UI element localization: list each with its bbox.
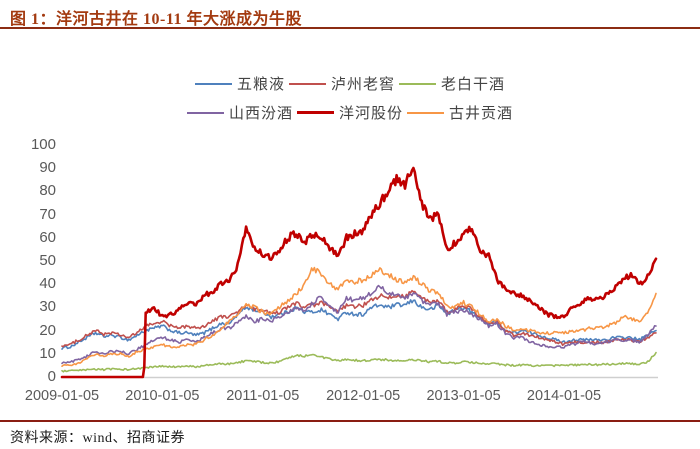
series-line-shanxi-fenjiu: [61, 284, 657, 365]
x-tick-label: 2010-01-05: [125, 388, 200, 404]
x-tick-label: 2014-01-05: [526, 388, 602, 404]
title-underline-rule: [0, 27, 700, 29]
y-tick-label: 60: [39, 228, 56, 246]
y-tick-label: 80: [39, 182, 56, 200]
legend-item-laobaigan-jiu: 老白干酒: [399, 73, 505, 94]
legend-line-swatch-gujing-gongjiu: [407, 111, 444, 114]
legend-line-swatch-luzhou-laojiao: [288, 82, 326, 85]
legend-item-label: 古井贡酒: [449, 105, 514, 122]
series-line-gujing-gongjiu: [61, 266, 657, 368]
series-line-wuliangye: [61, 299, 657, 350]
legend-item-label: 洋河股份: [338, 105, 403, 122]
x-tick-label: 2012-01-05: [326, 388, 401, 404]
legend-item-label: 泸州老窖: [330, 76, 395, 93]
y-tick-label: 50: [39, 252, 56, 269]
legend-item-yanghe-gufen: 洋河股份: [296, 102, 403, 123]
series-line-luzhou-laojiao: [61, 289, 657, 348]
legend-item-label: 五粮液: [236, 76, 285, 93]
chart-legend: 五粮液 泸州老窖 老白干酒 山西汾酒 洋河股份 古井贡酒: [0, 73, 700, 131]
y-tick-label: 0: [47, 368, 56, 385]
x-tick-label: 2009-01-05: [24, 388, 100, 404]
series-line-laobaigan-jiu: [61, 351, 657, 373]
legend-line-swatch-wuliangye: [194, 82, 232, 85]
legend-item-shanxi-fenjiu: 山西汾酒: [186, 102, 293, 123]
legend-line-swatch-shanxi-fenjiu: [186, 111, 224, 114]
legend-item-luzhou-laojiao: 泸州老窖: [288, 73, 395, 94]
x-tick-label: 2011-01-05: [226, 388, 300, 404]
legend-row: 五粮液 泸州老窖 老白干酒: [0, 73, 700, 94]
legend-row: 山西汾酒 洋河股份 古井贡酒: [0, 102, 700, 123]
y-tick-label: 100: [30, 136, 56, 153]
y-tick-label: 90: [39, 159, 56, 177]
legend-line-swatch-laobaigan-jiu: [399, 82, 436, 85]
legend-line-swatch-yanghe-gufen: [296, 111, 334, 114]
legend-item-label: 老白干酒: [441, 76, 506, 93]
legend-item-label: 山西汾酒: [228, 105, 293, 122]
source-note: 资料来源：wind、招商证券: [10, 431, 185, 446]
legend-item-gujing-gongjiu: 古井贡酒: [407, 102, 513, 123]
y-tick-label: 10: [39, 344, 56, 362]
y-tick-label: 20: [39, 321, 56, 339]
y-tick-label: 30: [39, 298, 56, 316]
footer-rule: [0, 420, 700, 422]
y-tick-label: 40: [39, 275, 56, 293]
x-tick-label: 2013-01-05: [426, 388, 501, 404]
series-line-yanghe-gufen: [60, 166, 658, 379]
y-tick-label: 70: [39, 205, 56, 223]
legend-item-wuliangye: 五粮液: [194, 73, 285, 94]
figure-title: 图 1：洋河古井在 10-11 年大涨成为牛股: [10, 11, 302, 28]
